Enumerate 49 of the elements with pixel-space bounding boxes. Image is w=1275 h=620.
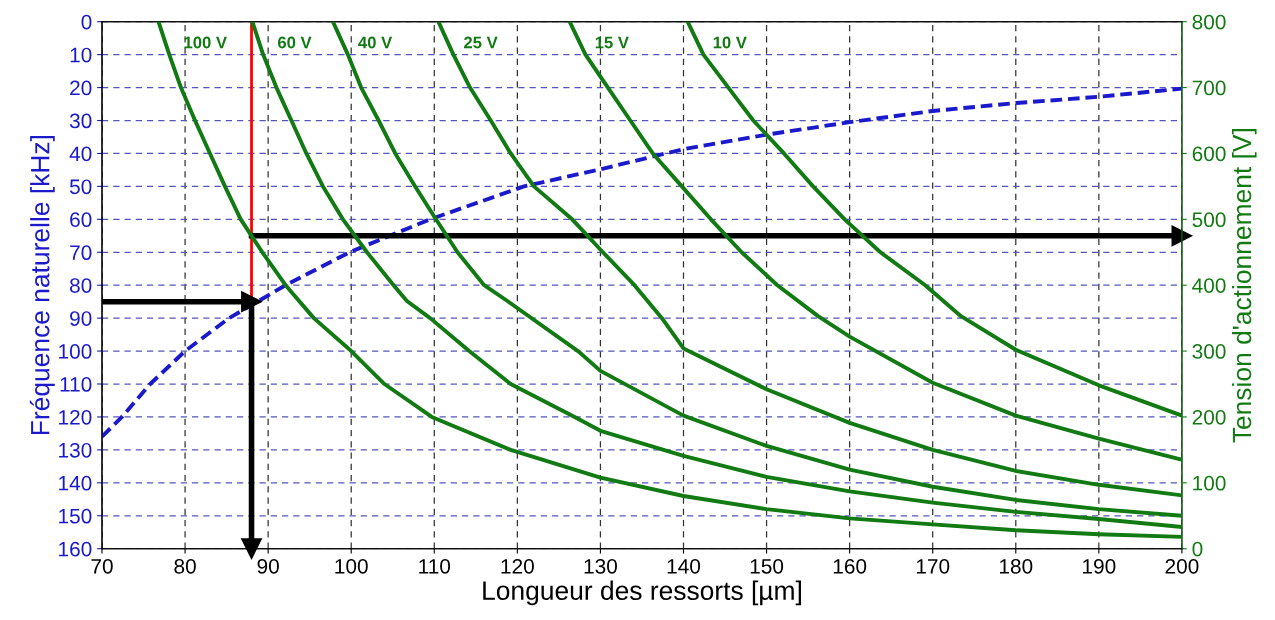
y-tick-label: 80: [70, 278, 92, 293]
y-tick-label: 90: [70, 311, 92, 326]
x-tick-label: 160: [833, 558, 867, 574]
y-tick-label: 30: [69, 113, 92, 129]
x-tick-label: 170: [916, 558, 950, 574]
y2-tick-label: 600: [1192, 146, 1226, 162]
x-tick-label: 80: [174, 558, 196, 574]
y2-tick-label: 500: [1192, 212, 1226, 228]
series-label: 10 V: [713, 36, 747, 49]
y-tick-label: 150: [59, 508, 92, 524]
x-tick-label: 100: [335, 558, 368, 574]
y2-tick-label: 700: [1192, 80, 1226, 96]
y-tick-label: 40: [69, 146, 92, 162]
y-tick-label: 140: [59, 475, 92, 491]
x-tick-label: 150: [750, 558, 784, 574]
series-label: 25 V: [464, 36, 498, 49]
x-tick-label: 120: [501, 558, 534, 574]
y-tick-label: 20: [70, 80, 92, 96]
y2-tick-label: 800: [1192, 14, 1226, 30]
y2-tick-label: 400: [1192, 278, 1226, 293]
x-tick-label: 90: [257, 558, 279, 574]
y-tick-label: 120: [59, 409, 92, 425]
x-axis-title: Longueur des ressorts [µm]: [483, 580, 801, 606]
y-tick-label: 110: [60, 377, 92, 392]
y2-axis-title: Tension d'actionnement [V]: [1231, 129, 1257, 443]
x-tick-label: 130: [584, 558, 617, 574]
y-axis-title: Fréquence naturelle [kHz]: [29, 135, 55, 435]
x-tick-label: 110: [419, 558, 451, 574]
y-tick-label: 130: [59, 442, 92, 458]
x-tick-label: 70: [91, 558, 113, 574]
x-tick-label: 190: [1083, 558, 1116, 574]
y-tick-label: 160: [59, 541, 92, 557]
series-label: 40 V: [358, 36, 393, 49]
x-tick-label: 140: [667, 558, 701, 574]
y-tick-label: 60: [70, 212, 92, 228]
y2-tick-label: 200: [1192, 409, 1226, 425]
y2-tick-label: 100: [1193, 475, 1226, 491]
x-tick-label: 180: [999, 558, 1033, 574]
y-tick-label: 0: [81, 14, 92, 30]
y-tick-label: 70: [70, 245, 92, 261]
series-label: 15 V: [595, 36, 629, 49]
y2-tick-label: 0: [1192, 541, 1203, 557]
x-tick-label: 200: [1165, 558, 1199, 574]
y-tick-label: 50: [69, 179, 92, 195]
y2-tick-label: 300: [1192, 344, 1226, 359]
series-label: 100 V: [184, 36, 227, 49]
y-tick-label: 10: [70, 47, 92, 63]
y-tick-label: 100: [59, 344, 92, 359]
series-label: 60 V: [277, 36, 312, 49]
